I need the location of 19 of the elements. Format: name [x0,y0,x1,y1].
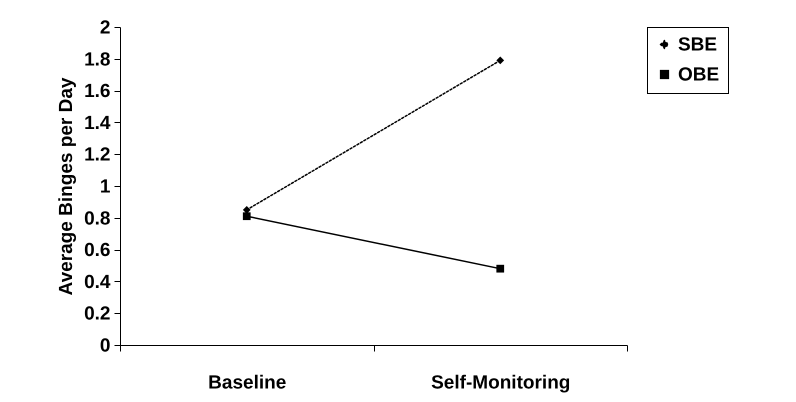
x-tick-label: Self-Monitoring [431,372,570,394]
point [496,56,504,64]
y-tick-label: 0 [100,336,110,356]
y-tick-label: 1.8 [84,49,110,70]
legend-label: OBE [678,64,720,86]
y-tick-label: 2 [100,18,110,38]
point [496,264,504,273]
y-tick-label: 1.6 [84,81,110,102]
x-tick-label: Baseline [208,372,286,394]
y-axis-title: Average Binges per Day [56,77,78,296]
y-tick-label: 0.4 [84,272,111,293]
y-tick-label: 0.2 [84,304,110,325]
y-tick-label: 1.2 [84,144,110,166]
point [242,212,251,220]
y-tick-label: 1.4 [84,112,111,134]
y-tick-label: 1 [100,176,111,198]
y-tick-label: 0.6 [84,240,110,262]
legend-label: SBE [678,34,718,56]
y-tick-label: 0.8 [84,208,110,230]
